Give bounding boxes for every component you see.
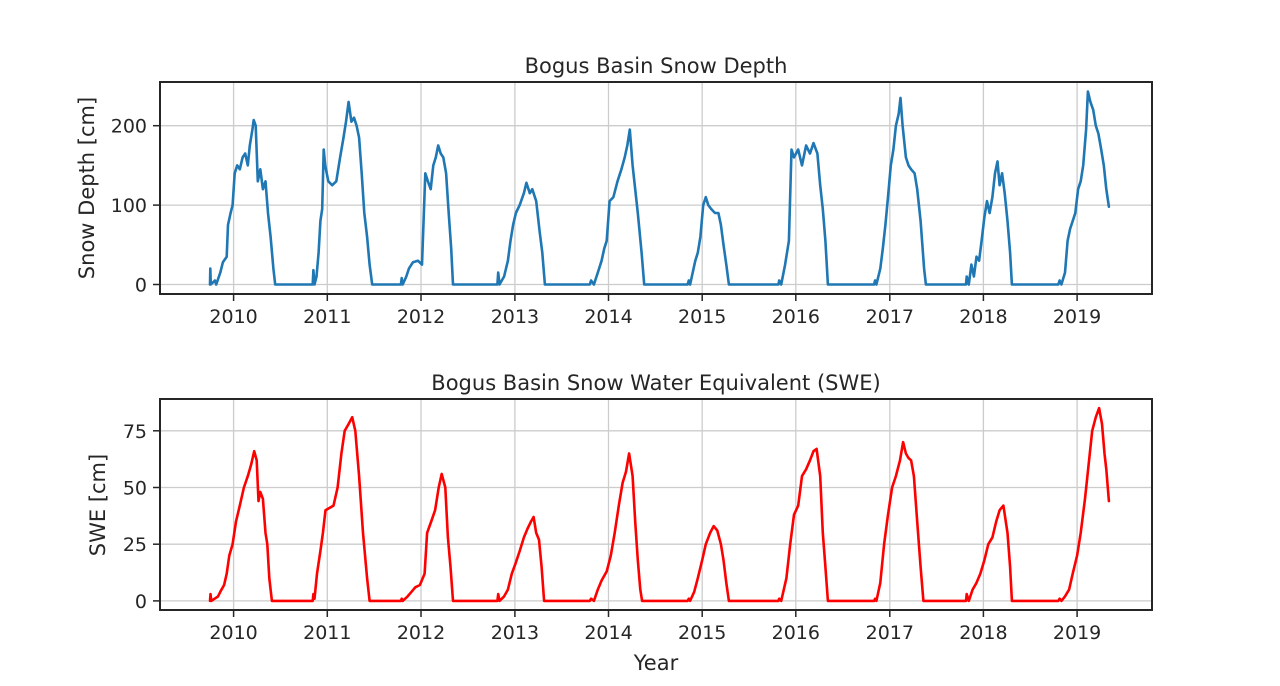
y-tick-label: 0 xyxy=(135,591,147,613)
y-tick-label: 75 xyxy=(123,421,147,443)
series-line xyxy=(208,406,1111,603)
y-tick-label: 200 xyxy=(111,116,147,138)
x-axis-label: Year xyxy=(633,651,679,675)
y-tick-label: 0 xyxy=(135,275,147,297)
y-tick-label: 100 xyxy=(111,195,147,217)
series-lines xyxy=(208,90,1111,286)
x-tick-label: 2014 xyxy=(584,306,632,328)
x-tick-label: 2019 xyxy=(1053,622,1101,644)
y-tick-label: 50 xyxy=(123,478,147,500)
axes-frame xyxy=(159,81,1153,295)
x-tick-label: 2016 xyxy=(772,306,820,328)
x-tick-label: 2018 xyxy=(959,306,1007,328)
x-tick-label: 2013 xyxy=(491,306,539,328)
x-tick-label: 2012 xyxy=(397,306,445,328)
series-lines xyxy=(208,406,1111,603)
x-tick-label: 2017 xyxy=(866,306,914,328)
x-tick-label: 2016 xyxy=(772,622,820,644)
x-tick-label: 2010 xyxy=(209,306,257,328)
x-tick-label: 2019 xyxy=(1053,306,1101,328)
x-tick-label: 2014 xyxy=(584,622,632,644)
x-tick-label: 2013 xyxy=(491,622,539,644)
x-tick-label: 2015 xyxy=(678,306,726,328)
chart-title: Bogus Basin Snow Depth xyxy=(525,54,788,78)
axis-ticks: 2010 2011 2012 2013 2014 2015 2016 2017 2018 2019… xyxy=(123,421,1101,644)
x-tick-label: 2015 xyxy=(678,622,726,644)
x-tick-label: 2018 xyxy=(959,622,1007,644)
y-axis-label: SWE [cm] xyxy=(86,454,110,556)
swe-chart: 2010 2011 2012 2013 2014 2015 2016 2017 2018 2019… xyxy=(86,371,1153,675)
axis-ticks: 2010 2011 2012 2013 2014 2015 2016 2017 2018 2019… xyxy=(111,116,1102,328)
chart-title: Bogus Basin Snow Water Equivalent (SWE) xyxy=(431,371,880,395)
series-line xyxy=(208,90,1111,286)
x-tick-label: 2017 xyxy=(866,622,914,644)
snow-depth-chart: 2010 2011 2012 2013 2014 2015 2016 2017 2018 2019… xyxy=(75,54,1153,328)
x-tick-label: 2011 xyxy=(303,306,351,328)
y-axis-label: Snow Depth [cm] xyxy=(75,97,99,279)
y-tick-label: 25 xyxy=(123,534,147,556)
axes-frame xyxy=(159,398,1153,611)
x-tick-label: 2012 xyxy=(397,622,445,644)
grid-lines xyxy=(160,399,1152,610)
x-tick-label: 2010 xyxy=(209,622,257,644)
x-tick-label: 2011 xyxy=(303,622,351,644)
